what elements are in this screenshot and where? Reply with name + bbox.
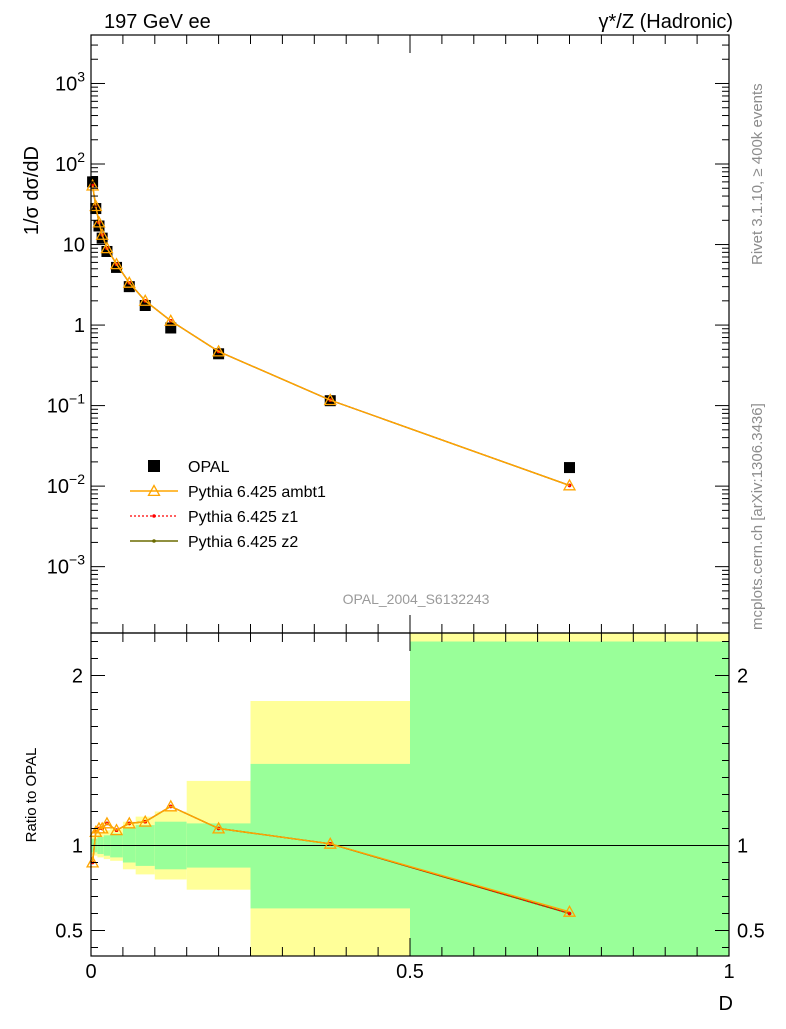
ratio-point-pythia-6-425-ambt1-8: [164, 799, 178, 812]
header-right: γ*/Z (Hadronic): [599, 11, 733, 33]
main-point-pythia-6-425-ambt1-1: [89, 199, 103, 212]
ratio-point-pythia-6-425-z1-11: [567, 911, 572, 916]
rivet-label: Rivet 3.1.10, ≥ 400k events: [749, 83, 766, 265]
watermark: OPAL_2004_S6132243: [343, 591, 490, 607]
ratio-point-pythia-6-425-ambt1-10: [323, 836, 337, 849]
main-point-opal-9: [213, 348, 225, 360]
x-tick-label-1: 0.5: [396, 961, 424, 983]
legend-entry-pythia-6-425-ambt1: Pythia 6.425 ambt1: [130, 484, 326, 501]
ratio-point-pythia-6-425-ambt1-7: [138, 814, 152, 827]
main-series-pythia-6-425-z2: [90, 183, 572, 488]
main-point-opal-4: [101, 245, 113, 257]
legend-label-pythia-6-425-z1: Pythia 6.425 z1: [188, 509, 298, 526]
ratio-point-pythia-6-425-ambt1-11: [562, 904, 577, 917]
header-left: 197 GeV ee: [104, 11, 211, 33]
main-point-pythia-6-425-ambt1-11: [562, 478, 577, 491]
ratio-point-pythia-6-425-ambt1-6: [122, 816, 136, 829]
ratio-y-tick-label-left-2: 2: [72, 666, 83, 688]
x-axis-label: D: [719, 993, 733, 1015]
ratio-point-pythia-6-425-ambt1-1: [89, 825, 103, 837]
main-series-opal: [87, 176, 575, 474]
main-panel-frame: [90, 34, 730, 634]
ratio-point-pythia-6-425-ambt1-0: [85, 855, 100, 868]
legend-marker-pythia-6-425-ambt1: [147, 484, 161, 497]
main-y-tick-label--1: 10−1: [47, 391, 85, 418]
main-point-pythia-6-425-ambt1-6: [122, 275, 136, 288]
main-y-tick-label--3: 10−3: [47, 552, 85, 579]
x-tick-label-2: 1: [723, 961, 734, 983]
main-y-tick-label-3: 103: [55, 68, 85, 95]
main-y-tick-label-2: 102: [55, 149, 85, 176]
main-y-tick-label--2: 10−2: [47, 471, 85, 498]
legend-entry-pythia-6-425-z2: Pythia 6.425 z2: [130, 534, 298, 551]
main-point-pythia-6-425-ambt1-2: [92, 215, 106, 228]
legend-label-pythia-6-425-ambt1: Pythia 6.425 ambt1: [188, 484, 326, 501]
main-point-opal-8: [165, 322, 177, 334]
main-point-pythia-6-425-ambt1-0: [85, 178, 100, 191]
main-point-pythia-6-425-ambt1-9: [211, 344, 226, 357]
uncertainty-bands: [91, 633, 729, 956]
main-point-pythia-6-425-ambt1-4: [100, 241, 114, 254]
main-point-opal-5: [111, 261, 123, 273]
main-line-pythia-6-425-z2: [91, 185, 570, 487]
main-point-opal-2: [93, 220, 105, 232]
main-y-tick-label-1: 10: [63, 235, 85, 257]
main-point-opal-3: [96, 232, 108, 244]
main-line-pythia-6-425-ambt1: [91, 185, 570, 487]
legend-entry-opal: OPAL: [148, 459, 230, 476]
main-point-opal-11: [564, 462, 575, 474]
main-y-tick-label-0: 1: [74, 315, 85, 337]
legend-label-pythia-6-425-z2: Pythia 6.425 z2: [188, 534, 298, 551]
ratio-y-tick-label-right-1: 1: [737, 836, 748, 858]
main-point-pythia-6-425-ambt1-3: [95, 227, 109, 240]
band-inner-bin-11: [410, 641, 729, 956]
ratio-y-tick-label-left-1: 1: [72, 836, 83, 858]
main-y-axis-label: 1/σ dσ/dD: [21, 146, 43, 235]
legend-label-opal: OPAL: [188, 459, 230, 476]
ratio-point-pythia-6-425-ambt1-9: [211, 821, 226, 834]
ratio-y-tick-label-right-0: 0.5: [737, 921, 765, 943]
main-series-pythia-6-425-ambt1: [85, 178, 577, 491]
main-point-pythia-6-425-ambt1-5: [109, 257, 124, 270]
mcplots-label: mcplots.cern.ch [arXiv:1306.3436]: [749, 403, 766, 630]
ratio-y-tick-label-right-2: 2: [737, 666, 748, 688]
ratio-point-pythia-6-425-ambt1-4: [100, 816, 114, 829]
ratio-y-tick-label-left-0: 0.5: [55, 921, 83, 943]
ratio-point-pythia-6-425-ambt1-5: [109, 823, 124, 836]
legend-marker-pythia-6-425-z2: [152, 539, 156, 543]
series-layer: [85, 176, 577, 917]
main-series-pythia-6-425-z1: [90, 183, 572, 488]
ratio-y-axis-label: Ratio to OPAL: [23, 748, 40, 843]
main-point-pythia-6-425-ambt1-10: [323, 393, 337, 406]
legend-marker-pythia-6-425-z1: [152, 514, 156, 518]
legend-entry-pythia-6-425-z1: Pythia 6.425 z1: [130, 509, 298, 526]
legend: OPAL Pythia 6.425 ambt1 Pythia 6.425 z1 Pyt…: [130, 459, 326, 551]
main-point-pythia-6-425-ambt1-8: [164, 313, 178, 326]
main-line-pythia-6-425-z1: [92, 185, 570, 486]
ratio-series-pythia-6-425-ambt1: [85, 799, 577, 917]
main-point-pythia-6-425-ambt1-7: [138, 293, 152, 306]
x-tick-label-0: 0: [85, 961, 96, 983]
legend-marker-opal: [148, 460, 160, 472]
